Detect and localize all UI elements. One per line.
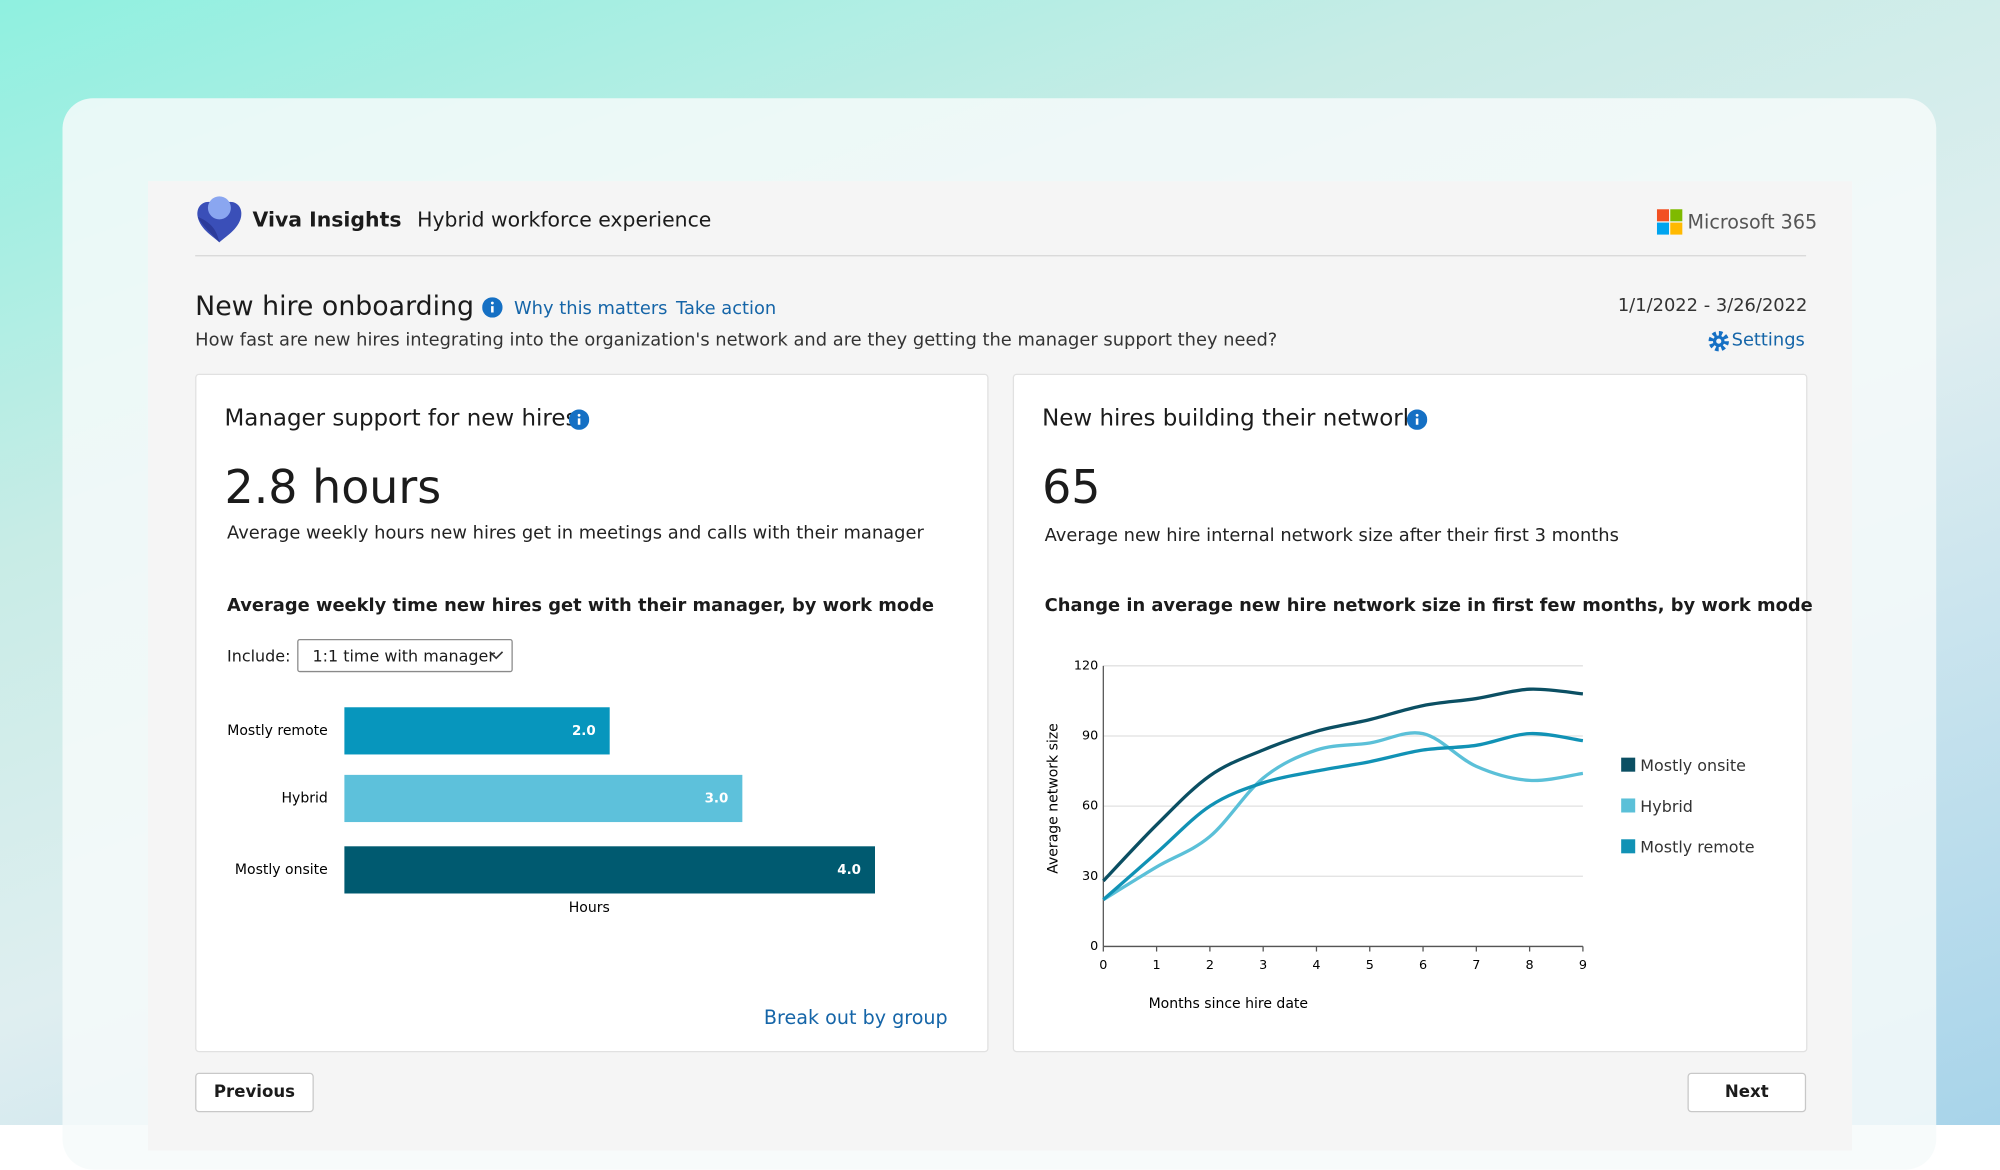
previous-button[interactable]: Previous: [195, 1072, 314, 1113]
link[interactable]: Break out by group: [763, 1006, 948, 1030]
dropdown[interactable]: 1:1 time with manager: [297, 639, 513, 673]
chevron: [489, 651, 504, 660]
metric: 2.8 hours: [224, 462, 442, 515]
legend-label: Mostly remote: [1640, 838, 1754, 857]
info-icon[interactable]: [568, 409, 590, 430]
card-title: New hires building their network: [1042, 404, 1417, 432]
x-axis-label: Hours: [569, 900, 610, 916]
series-line: [1102, 687, 1584, 883]
x-tick-label: 3: [1259, 958, 1267, 973]
page: Viva Insights Hybrid workforce experienc…: [0, 0, 2000, 1125]
y-tick-label: 90: [1082, 728, 1098, 743]
metric: 65: [1042, 462, 1101, 515]
button-label: Next: [1724, 1082, 1769, 1103]
card: [1012, 373, 1808, 1053]
x-tick-label: 7: [1472, 958, 1480, 973]
x-tick-label: 4: [1312, 958, 1320, 973]
x-tick-label: 5: [1366, 958, 1374, 973]
divider: [195, 255, 1807, 257]
chart-title: Change in average new hire network size …: [1044, 595, 1813, 617]
next-button[interactable]: Next: [1687, 1072, 1807, 1113]
link[interactable]: Why this matters: [514, 298, 668, 319]
series-line: [1102, 731, 1584, 902]
y-tick-label: 0: [1090, 939, 1098, 954]
x-tick-label: 8: [1526, 958, 1534, 973]
y-tick-label: 120: [1074, 658, 1098, 673]
chart-title: Average weekly time new hires get with t…: [227, 595, 935, 617]
value-label: 4.0: [837, 863, 861, 878]
y-axis-label: Average network size: [1046, 723, 1062, 874]
y-tick-label: Hybrid: [282, 790, 328, 806]
page-title: New hire onboarding: [195, 290, 475, 322]
bar: [344, 707, 610, 755]
metric-description: Average weekly hours new hires get in me…: [227, 522, 924, 544]
legend-swatch: [1621, 757, 1636, 772]
filter-label: Include:: [227, 646, 291, 666]
x-tick-label: 2: [1206, 958, 1214, 973]
legend-swatch: [1621, 839, 1636, 854]
viva-logo: [197, 196, 242, 243]
y-tick-label: Mostly onsite: [235, 862, 328, 878]
charts: Mostly remote 2.0 Hybrid 3.0 Mostly onsite 4.…: [227, 658, 1754, 1012]
date-range: 1/1/2022 - 3/26/2022: [1617, 295, 1808, 317]
x-axis-label: Months since hire date: [1149, 996, 1308, 1012]
info-icon[interactable]: [482, 297, 503, 318]
info-icon[interactable]: [1406, 409, 1428, 430]
y-tick-label: 60: [1082, 799, 1098, 814]
x-tick-label: 6: [1419, 958, 1427, 973]
gear-icon[interactable]: [1708, 330, 1730, 352]
ms-logo: [1656, 209, 1683, 235]
card-title: Manager support for new hires: [224, 404, 578, 432]
button-label: Previous: [213, 1082, 296, 1103]
bar: [344, 846, 875, 894]
x-tick-label: 0: [1099, 958, 1107, 973]
y-tick-label: 30: [1082, 869, 1098, 884]
vendor: Microsoft 365: [1687, 210, 1818, 234]
metric-description: Average new hire internal network size a…: [1044, 525, 1619, 546]
brand: Viva Insights: [252, 207, 402, 232]
value-label: 2.0: [572, 724, 596, 739]
x-tick-label: 9: [1579, 958, 1587, 973]
link[interactable]: Take action: [676, 298, 777, 319]
legend-label: Hybrid: [1640, 797, 1693, 816]
x-tick-label: 1: [1153, 958, 1161, 973]
legend-label: Mostly onsite: [1640, 756, 1746, 775]
section: Hybrid workforce experience: [417, 207, 712, 232]
legend-swatch: [1621, 798, 1636, 813]
value-label: 3.0: [705, 791, 729, 806]
y-tick-label: Mostly remote: [227, 723, 328, 739]
viewport: Viva Insights Hybrid workforce experienc…: [195, 196, 1818, 1113]
series-line: [1102, 731, 1584, 901]
description: How fast are new hires integrating into …: [195, 330, 1278, 351]
dropdown-value: 1:1 time with manager: [312, 646, 495, 666]
settings[interactable]: Settings: [1731, 330, 1805, 351]
bar: [344, 774, 743, 823]
